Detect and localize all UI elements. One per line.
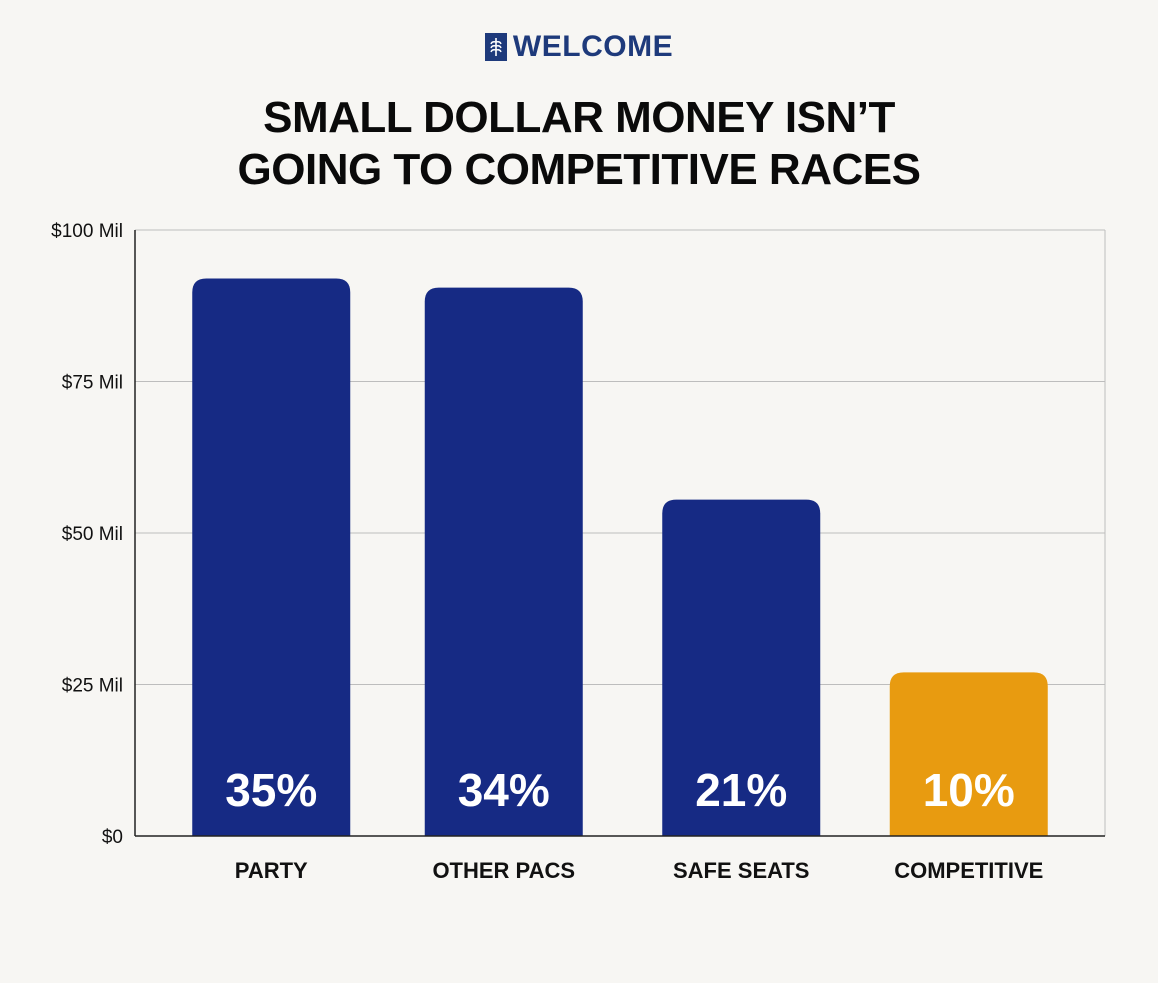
x-tick-label: PARTY: [235, 858, 308, 883]
wheat-shield-icon: [484, 33, 507, 61]
x-tick-label: SAFE SEATS: [673, 858, 810, 883]
data-label: 34%: [458, 764, 550, 816]
chart-title-line-1: SMALL DOLLAR MONEY ISN’T: [263, 93, 895, 142]
y-tick-label: $25 Mil: [62, 676, 123, 697]
data-label: 21%: [695, 764, 787, 816]
x-tick-label: OTHER PACS: [432, 858, 575, 883]
data-label: 35%: [225, 764, 317, 816]
y-tick-label: $100 Mil: [51, 221, 123, 242]
brand-name: WELCOME: [512, 30, 674, 63]
chart-title-line-2: GOING TO COMPETITIVE RACES: [237, 145, 921, 194]
data-label: 10%: [923, 764, 1015, 816]
bar-party: [192, 278, 351, 837]
bar-safe-seats: [662, 499, 821, 836]
y-tick-label: $0: [102, 827, 123, 848]
y-tick-label: $75 Mil: [62, 373, 123, 394]
brand-logo: WELCOME: [0, 30, 1158, 64]
chart-title: SMALL DOLLAR MONEY ISN’T GOING TO COMPET…: [0, 92, 1158, 196]
bar-competitive: [889, 672, 1048, 836]
bar-other-pacs: [424, 287, 583, 836]
x-tick-label: COMPETITIVE: [894, 858, 1043, 883]
y-tick-label: $50 Mil: [62, 524, 123, 545]
